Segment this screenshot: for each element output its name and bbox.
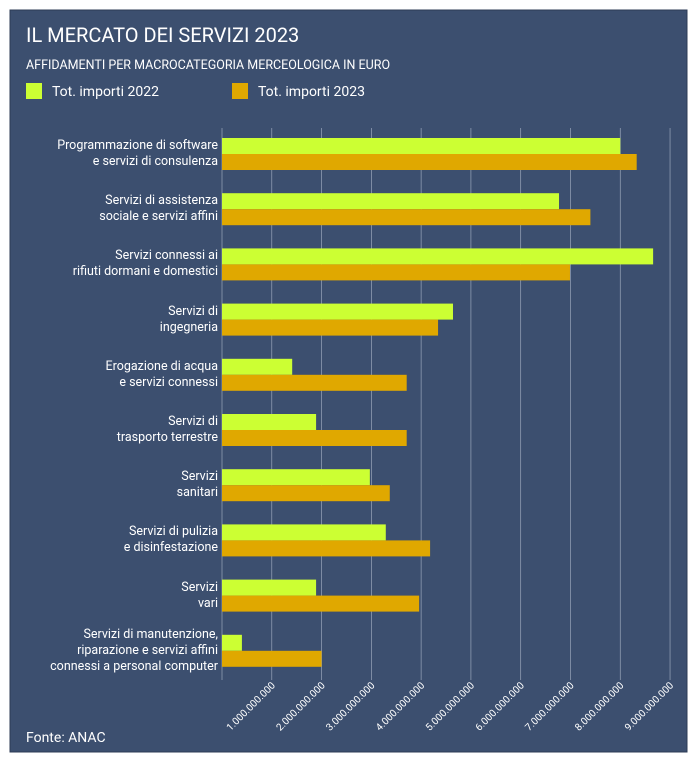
bar — [222, 138, 620, 154]
bar — [222, 414, 316, 430]
legend-swatch — [26, 83, 42, 99]
chart-subtitle: AFFIDAMENTI PER MACROCATEGORIA MERCEOLOG… — [26, 58, 390, 73]
y-tick-label: Servizi connessi ai rifiuti dormani e do… — [3, 248, 218, 280]
bar — [222, 375, 407, 391]
legend-label: Tot. importi 2022 — [52, 84, 159, 100]
bar — [222, 580, 316, 596]
source: Fonte: ANAC — [26, 730, 106, 746]
bar — [222, 304, 453, 320]
bar — [222, 264, 570, 280]
y-tick-label: Servizi di trasporto terrestre — [3, 414, 218, 446]
y-tick-label: Servizi di manutenzione, riparazione e s… — [3, 627, 218, 675]
y-tick-label: Servizi di assistenza sociale e servizi … — [3, 193, 218, 225]
y-tick-label: Servizi vari — [3, 580, 218, 612]
bar — [222, 209, 590, 225]
y-tick-label: Programmazione di software e servizi di … — [3, 138, 218, 170]
bar — [222, 540, 430, 556]
chart-title: IL MERCATO DEI SERVIZI 2023 — [26, 23, 299, 47]
bar — [222, 635, 242, 651]
legend-swatch — [232, 83, 248, 99]
bar — [222, 248, 653, 264]
bar — [222, 524, 386, 540]
bar — [222, 320, 438, 336]
bar — [222, 485, 390, 501]
bar — [222, 193, 559, 209]
bar — [222, 469, 370, 485]
page: IL MERCATO DEI SERVIZI 2023 AFFIDAMENTI … — [0, 0, 697, 762]
bar — [222, 651, 322, 667]
y-tick-label: Servizi di pulizia e disinfestazione — [3, 524, 218, 556]
bar — [222, 154, 637, 170]
bar — [222, 359, 292, 375]
y-tick-label: Erogazione di acqua e servizi connessi — [3, 359, 218, 391]
y-tick-label: Servizi di ingegneria — [3, 304, 218, 336]
bar — [222, 596, 419, 612]
legend-label: Tot. importi 2023 — [258, 84, 365, 100]
y-tick-label: Servizi sanitari — [3, 469, 218, 501]
bar — [222, 430, 407, 446]
